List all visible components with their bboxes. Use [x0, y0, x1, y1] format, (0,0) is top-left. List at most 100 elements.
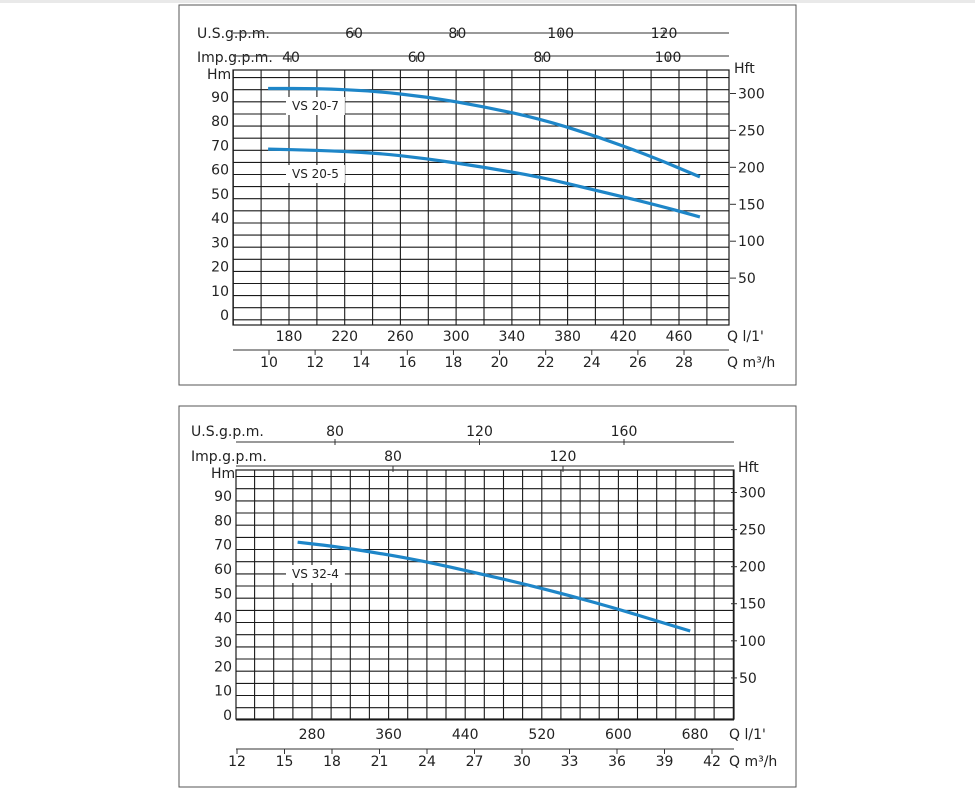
p1-hm-label: Hm	[207, 67, 231, 83]
p1-q-m3h-tick-5: 20	[491, 355, 509, 371]
p2-hm-tick-3: 30	[214, 635, 232, 651]
p1-curve-label-bg-0	[286, 97, 345, 115]
p1-hm-tick-6: 60	[211, 163, 229, 179]
p2-q-m3h-label: Q m³/h	[729, 754, 777, 770]
p1-curve-label-0: VS 20-7	[292, 99, 339, 113]
p1-hft-tick-3: 200	[738, 160, 765, 176]
p1-hft-label: Hft	[734, 61, 755, 77]
p1-grid-border	[232, 69, 730, 326]
p1-hm-tick-4: 40	[211, 211, 229, 227]
p2-hm-tick-6: 60	[214, 562, 232, 578]
p2-hm-tick-1: 10	[214, 684, 232, 700]
p2-hm-tick-4: 40	[214, 611, 232, 627]
p1-q-m3h-tick-3: 16	[398, 355, 416, 371]
p1-q-m3h-tick-2: 14	[352, 355, 370, 371]
p2-q-lmin-tick-4: 600	[605, 727, 632, 743]
p1-hm-tick-5: 50	[211, 187, 229, 203]
p2-hft-label: Hft	[738, 460, 759, 476]
p2-impgpm-tick-1: 120	[550, 449, 577, 465]
p1-hm-tick-0: 0	[220, 308, 229, 324]
p1-impgpm-label: Imp.g.p.m.	[197, 50, 273, 66]
p2-hft-tick-0: 50	[739, 671, 757, 687]
p1-q-lmin-label: Q l/1'	[727, 329, 764, 345]
p1-q-lmin-tick-6: 420	[610, 329, 637, 345]
p1-usgpm-label: U.S.g.p.m.	[197, 26, 270, 42]
p2-grid-border	[235, 469, 735, 720]
p1-q-lmin-tick-7: 460	[666, 329, 693, 345]
p1-usgpm-tick-2: 100	[547, 26, 574, 42]
p1-hm-tick-3: 30	[211, 235, 229, 251]
p2-hm-tick-5: 50	[214, 586, 232, 602]
p1-impgpm-tick-0: 40	[282, 50, 300, 66]
p2-curve-label-0: VS 32-4	[292, 567, 339, 581]
p1-hm-tick-2: 20	[211, 260, 229, 276]
p2-hm-tick-0: 0	[223, 708, 232, 724]
p1-hm-tick-7: 70	[211, 138, 229, 154]
p1-q-m3h-tick-1: 12	[306, 355, 324, 371]
p2-q-lmin-tick-0: 280	[299, 727, 326, 743]
p1-q-m3h-tick-9: 28	[675, 355, 693, 371]
p2-q-m3h-tick-5: 27	[466, 754, 484, 770]
p2-q-m3h-tick-3: 21	[371, 754, 389, 770]
p1-curve-vs-20-5	[268, 147, 701, 219]
p1-usgpm-tick-1: 80	[448, 26, 466, 42]
p1-q-lmin-tick-2: 260	[387, 329, 414, 345]
p1-hft-tick-2: 150	[738, 197, 765, 213]
p2-q-m3h-tick-8: 36	[608, 754, 626, 770]
p1-curve-label-1: VS 20-5	[292, 167, 339, 181]
p1-q-lmin-tick-3: 300	[443, 329, 470, 345]
p2-q-m3h-tick-6: 30	[513, 754, 531, 770]
p2-hm-label: Hm	[211, 466, 235, 482]
p1-usgpm-tick-0: 60	[345, 26, 363, 42]
p2-usgpm-label: U.S.g.p.m.	[191, 424, 264, 440]
p1-q-lmin-tick-4: 340	[498, 329, 525, 345]
p2-q-lmin-tick-5: 680	[682, 727, 709, 743]
p1-usgpm-tick-3: 120	[651, 26, 678, 42]
p2-q-m3h-tick-2: 18	[323, 754, 341, 770]
p2-q-m3h-tick-0: 12	[228, 754, 246, 770]
p2-q-lmin-tick-3: 520	[528, 727, 555, 743]
p1-q-m3h-tick-8: 26	[629, 355, 647, 371]
p2-q-lmin-tick-2: 440	[452, 727, 479, 743]
p1-hft-tick-4: 250	[738, 123, 765, 139]
p2-hft-tick-3: 200	[739, 560, 766, 576]
p2-hm-tick-2: 20	[214, 659, 232, 675]
p1-q-lmin-tick-0: 180	[276, 329, 303, 345]
p1-curve-vs-20-7	[268, 86, 701, 179]
p2-curve-vs-32-4	[297, 540, 691, 633]
p1-impgpm-tick-2: 80	[533, 50, 551, 66]
p1-impgpm-tick-3: 100	[655, 50, 682, 66]
p1-hm-tick-9: 90	[211, 90, 229, 106]
p2-q-lmin-label: Q l/1'	[729, 727, 766, 743]
p2-impgpm-label: Imp.g.p.m.	[191, 449, 267, 465]
p2-q-m3h-tick-7: 33	[561, 754, 579, 770]
p1-q-m3h-tick-7: 24	[583, 355, 601, 371]
p2-hm-tick-7: 70	[214, 538, 232, 554]
p1-q-lmin-tick-5: 380	[554, 329, 581, 345]
p2-impgpm-tick-0: 80	[384, 449, 402, 465]
p1-q-m3h-tick-6: 22	[537, 355, 555, 371]
p1-q-m3h-tick-4: 18	[445, 355, 463, 371]
p2-usgpm-tick-0: 80	[326, 424, 344, 440]
p2-usgpm-tick-2: 160	[611, 424, 638, 440]
p1-q-m3h-label: Q m³/h	[727, 355, 775, 371]
p1-q-lmin-tick-1: 220	[331, 329, 358, 345]
p1-hft-tick-5: 300	[738, 87, 765, 103]
p1-hm-tick-8: 80	[211, 114, 229, 130]
p2-q-m3h-tick-1: 15	[276, 754, 294, 770]
p1-hft-tick-1: 100	[738, 234, 765, 250]
p2-hm-tick-9: 90	[214, 489, 232, 505]
p2-hft-tick-5: 300	[739, 486, 766, 502]
p2-hft-tick-1: 100	[739, 634, 766, 650]
p2-q-lmin-tick-1: 360	[375, 727, 402, 743]
panel-1-frame	[178, 4, 797, 386]
p1-impgpm-tick-1: 60	[408, 50, 426, 66]
p1-hm-tick-1: 10	[211, 284, 229, 300]
p2-hft-tick-2: 150	[739, 597, 766, 613]
p2-q-m3h-tick-9: 39	[656, 754, 674, 770]
p2-q-m3h-tick-4: 24	[418, 754, 436, 770]
p2-q-m3h-tick-10: 42	[703, 754, 721, 770]
p1-hft-tick-0: 50	[738, 271, 756, 287]
p2-curve-label-bg-0	[286, 565, 345, 583]
